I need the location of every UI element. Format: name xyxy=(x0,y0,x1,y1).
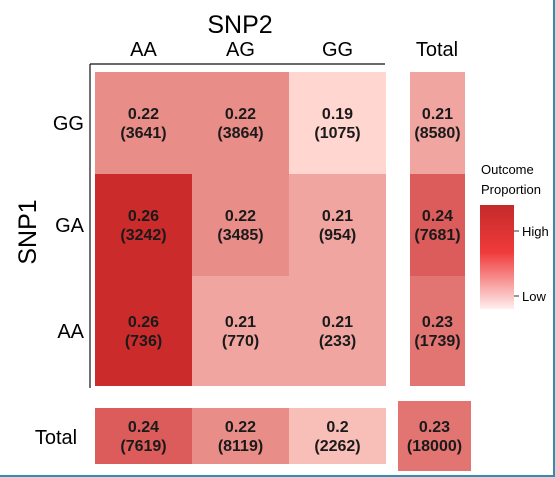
column-total-cell-proportion: 0.24 xyxy=(128,419,159,436)
row-label-aa: AA xyxy=(57,321,84,343)
column-total-cell: 0.24 (7619) xyxy=(95,408,192,464)
heatmap-cell-rect xyxy=(192,174,289,276)
heatmap-cell-count: (3485) xyxy=(217,227,263,244)
row-total-cell-count: (7681) xyxy=(414,227,460,244)
legend-title-line2: Proportion xyxy=(481,182,541,197)
heatmap-cell-rect xyxy=(95,276,192,386)
heatmap-cell-count: (736) xyxy=(125,333,162,350)
heatmap-cell-rect xyxy=(192,72,289,174)
heatmap-cell-count: (770) xyxy=(222,333,259,350)
heatmap-cell-rect xyxy=(289,276,386,386)
grand-total-cell: 0.23 (18000) xyxy=(398,401,471,471)
heatmap-cell-proportion: 0.21 xyxy=(225,314,256,331)
heatmap-cell: 0.22 (3485) xyxy=(192,174,289,276)
total-row-header: Total xyxy=(35,427,77,449)
column-label-gg: GG xyxy=(322,39,353,61)
column-total-cell-rect xyxy=(95,408,192,464)
column-total-cell-count: (7619) xyxy=(120,438,166,455)
row-total-cell: 0.21 (8580) xyxy=(410,72,465,174)
heatmap-cell-rect xyxy=(192,276,289,386)
heatmap-cell-rect xyxy=(95,174,192,276)
heatmap-cell-rect xyxy=(289,174,386,276)
row-total-cell: 0.23 (1739) xyxy=(410,276,465,386)
column-total-cell-count: (2262) xyxy=(314,438,360,455)
heatmap-cell-proportion: 0.21 xyxy=(322,314,353,331)
column-total-cell: 0.2 (2262) xyxy=(289,408,386,464)
heatmap-cell-proportion: 0.26 xyxy=(128,314,159,331)
heatmap-cell-proportion: 0.22 xyxy=(128,106,159,123)
total-column-header: Total xyxy=(416,39,458,61)
heatmap-cell-proportion: 0.19 xyxy=(322,106,353,123)
row-label-gg: GG xyxy=(53,113,84,135)
column-total-cell: 0.22 (8119) xyxy=(192,408,289,464)
row-total-cell-rect xyxy=(410,174,465,276)
heatmap-cell: 0.22 (3864) xyxy=(192,72,289,174)
column-label-ag: AG xyxy=(226,39,255,61)
heatmap-cell-rect xyxy=(289,72,386,174)
heatmap-cell: 0.21 (770) xyxy=(192,276,289,386)
column-total-cell-proportion: 0.2 xyxy=(326,419,348,436)
column-total-cell-count: (8119) xyxy=(218,438,263,455)
heatmap-cell: 0.26 (3242) xyxy=(95,174,192,276)
legend-low-label: Low xyxy=(522,289,546,304)
heatmap-cell-count: (954) xyxy=(319,227,356,244)
heatmap-cell-count: (3864) xyxy=(217,125,263,142)
row-total-cell-proportion: 0.24 xyxy=(422,208,453,225)
column-total-cell-rect xyxy=(289,408,386,464)
grand-total-cell-count: (18000) xyxy=(407,438,462,455)
column-total-cell-proportion: 0.22 xyxy=(225,419,256,436)
heatmap-cell: 0.22 (3641) xyxy=(95,72,192,174)
row-label-ga: GA xyxy=(55,215,85,237)
heatmap-cell-proportion: 0.26 xyxy=(128,208,159,225)
heatmap-cell-count: (233) xyxy=(319,333,356,350)
legend-color-bar xyxy=(480,205,514,309)
heatmap-cell-proportion: 0.22 xyxy=(225,208,256,225)
grand-total-cell-rect xyxy=(398,401,471,471)
row-total-cell-proportion: 0.21 xyxy=(422,106,453,123)
heatmap-cell-rect xyxy=(95,72,192,174)
y-axis-title: SNP1 xyxy=(14,199,42,264)
column-label-aa: AA xyxy=(130,39,157,61)
row-total-cell-rect xyxy=(410,276,465,386)
legend-high-label: High xyxy=(522,224,549,239)
heatmap-cell-count: (3641) xyxy=(120,125,166,142)
heatmap-cell: 0.21 (233) xyxy=(289,276,386,386)
row-total-cell-count: (8580) xyxy=(414,125,460,142)
legend-title-line1: Outcome xyxy=(481,162,534,177)
heatmap-cell: 0.19 (1075) xyxy=(289,72,386,174)
heatmap-cell-count: (3242) xyxy=(120,227,166,244)
row-total-cell: 0.24 (7681) xyxy=(410,174,465,276)
heatmap-cell: 0.26 (736) xyxy=(95,276,192,386)
heatmap-cell: 0.21 (954) xyxy=(289,174,386,276)
row-total-cell-proportion: 0.23 xyxy=(422,314,453,331)
row-total-cell-count: (1739) xyxy=(414,333,460,350)
column-total-cell-rect xyxy=(192,408,289,464)
grand-total-cell-proportion: 0.23 xyxy=(419,419,450,436)
row-total-cell-rect xyxy=(410,72,465,174)
x-axis-title: SNP2 xyxy=(207,11,272,39)
heatmap-cell-proportion: 0.21 xyxy=(322,208,353,225)
heatmap-cell-proportion: 0.22 xyxy=(225,106,256,123)
heatmap-cell-count: (1075) xyxy=(314,125,360,142)
